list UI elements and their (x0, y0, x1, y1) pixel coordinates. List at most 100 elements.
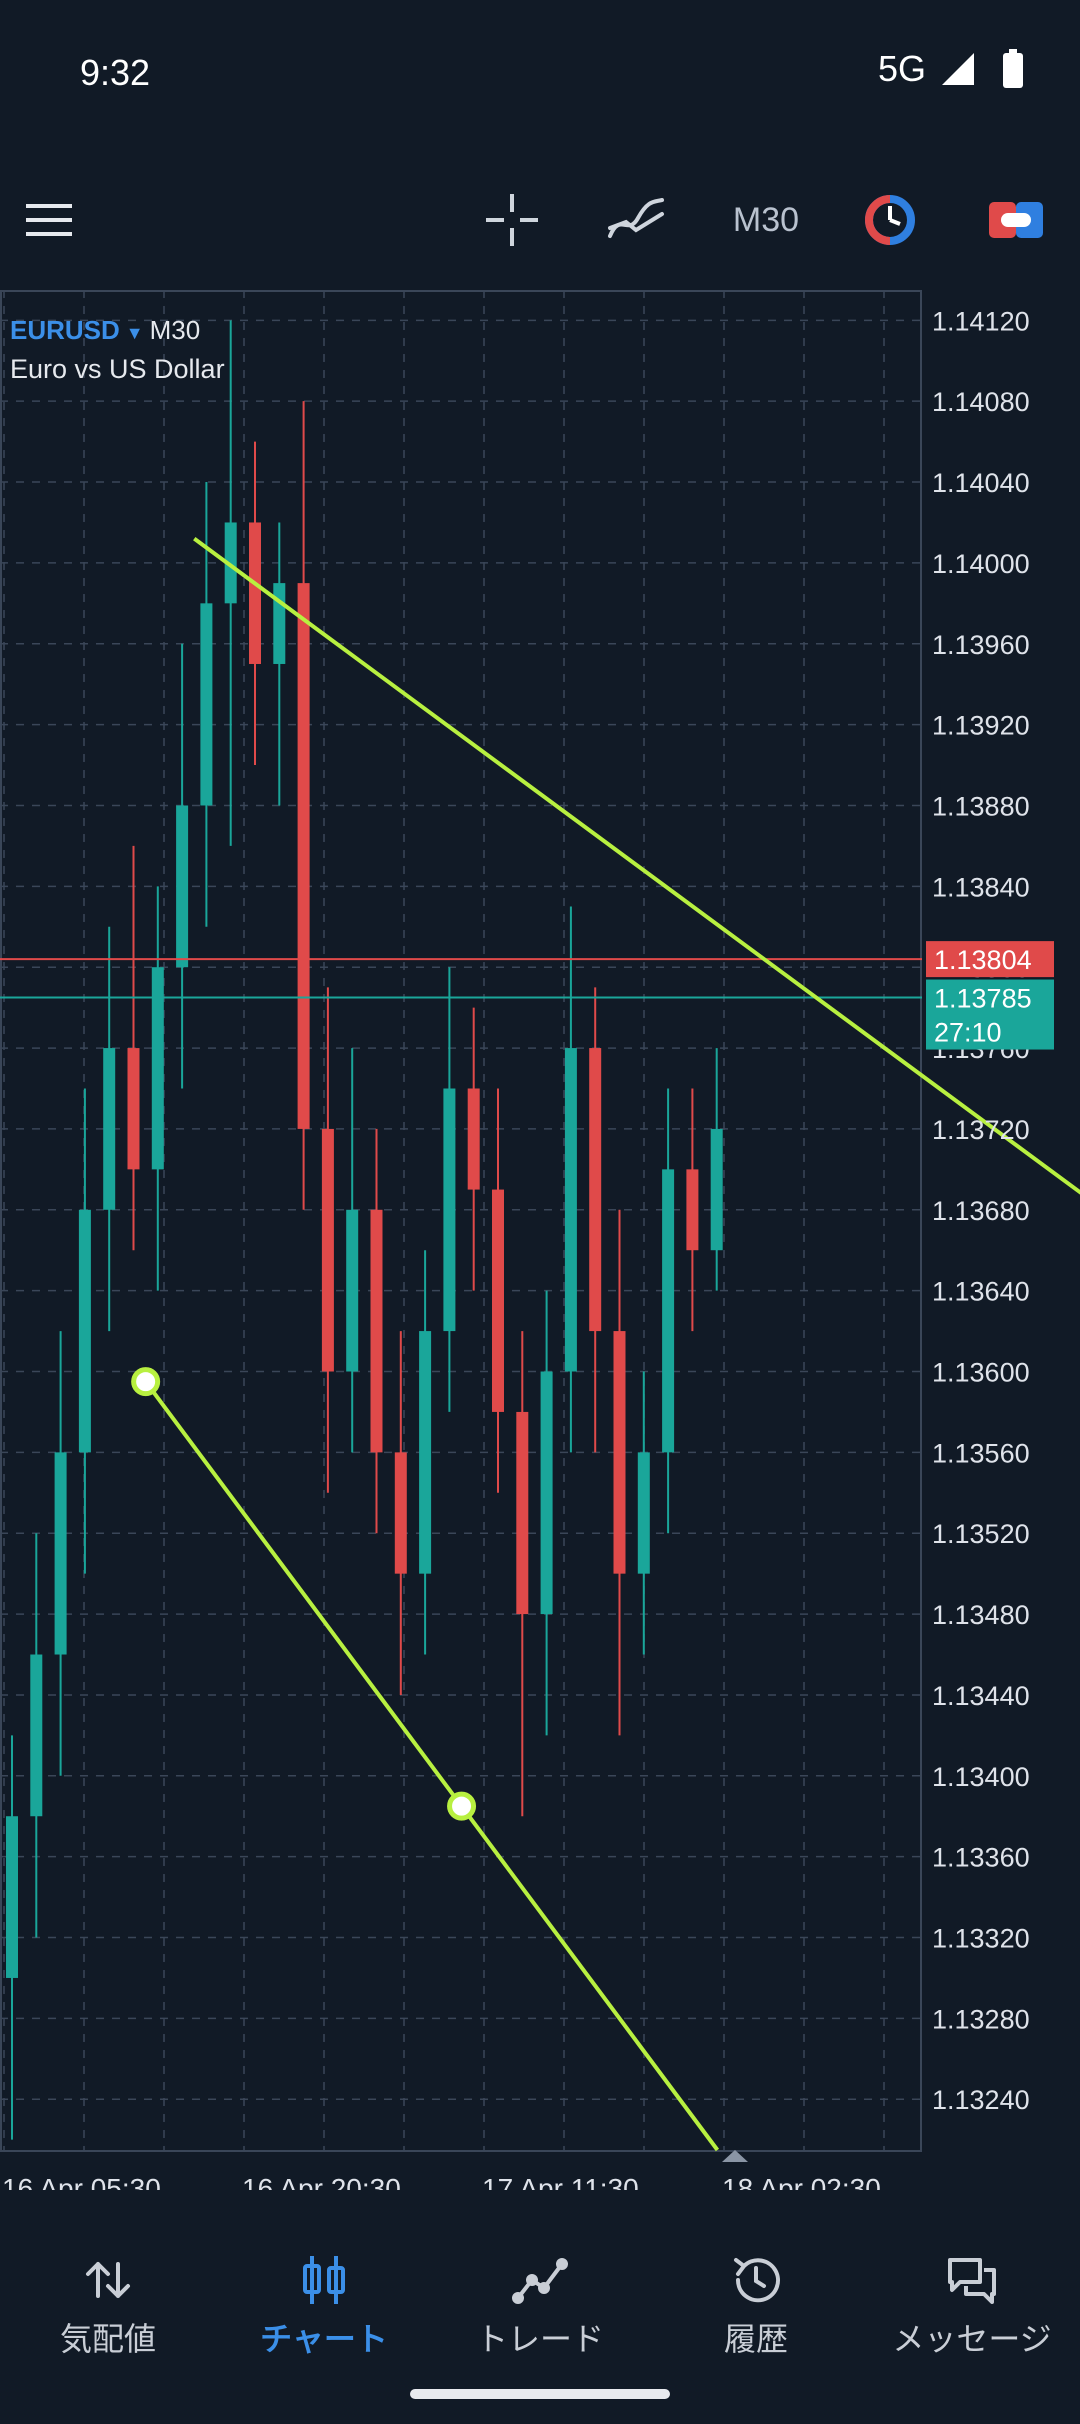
trendline-anchor-handle[interactable] (447, 1791, 477, 1821)
chart-canvas[interactable]: 1.14120 1.14080 1.14040 1.14000 1.13960 1.139… (0, 290, 1080, 2204)
price-axis-label: 1.13720 (932, 1115, 1030, 1145)
candle-body (516, 1411, 529, 1615)
nav-item-history[interactable]: 履歴 (648, 2230, 864, 2370)
history-icon (734, 2258, 780, 2303)
crosshair-icon (486, 194, 538, 246)
candle-body (394, 1452, 407, 1574)
status-icons: 5G (878, 48, 1024, 90)
candle-body (6, 1816, 18, 1978)
trade-icon (989, 202, 1043, 238)
price-axis-label: 1.13360 (932, 1843, 1030, 1873)
signal-icon (942, 53, 974, 85)
status-bar: 9:32 5G (0, 0, 1080, 150)
messages-icon (948, 2258, 996, 2304)
price-axis-label: 1.13240 (932, 2085, 1030, 2115)
indicator-icon (608, 198, 664, 238)
candle-body (176, 805, 189, 968)
time-axis-label: 18 Apr 02:30 (722, 2173, 881, 2190)
menu-icon (26, 204, 72, 236)
nav-label: 気配値 (59, 2320, 156, 2358)
candle-body (249, 522, 261, 664)
candle-body (103, 1048, 116, 1210)
nav-label: メッセージ (892, 2320, 1052, 2358)
price-axis-label: 1.13560 (932, 1438, 1030, 1468)
bid-price-tag (926, 979, 1054, 1050)
price-axis-label: 1.13440 (932, 1681, 1030, 1711)
candle-body (200, 603, 213, 806)
crosshair-button[interactable] (484, 190, 540, 250)
price-axis: 1.14120 1.14080 1.14040 1.14000 1.13960 1.139… (926, 306, 1054, 2115)
price-axis-label: 1.13280 (932, 2004, 1030, 2034)
candle-body (589, 1048, 602, 1332)
symbol-dropdown-icon[interactable]: ▼ (125, 323, 144, 343)
nav-item-chart[interactable]: チャート (216, 2230, 432, 2370)
price-axis-label: 1.13840 (932, 872, 1030, 902)
trade-line-icon (512, 2258, 568, 2304)
price-axis-label: 1.14120 (932, 306, 1030, 336)
candles (6, 320, 723, 2140)
price-axis-label: 1.13400 (932, 1762, 1030, 1792)
nav-item-messages[interactable]: メッセージ (864, 2230, 1080, 2370)
candle-body (273, 583, 286, 664)
chart-grid (0, 290, 922, 2152)
bar-countdown-label: 27:10 (934, 1018, 1002, 1048)
plot-border (0, 290, 922, 2152)
menu-button[interactable] (26, 190, 72, 250)
chart-icon (303, 2256, 345, 2304)
price-chart[interactable]: 1.14120 1.14080 1.14040 1.14000 1.13960 1.139… (0, 290, 1080, 2204)
candle-body (370, 1209, 383, 1453)
price-axis-label: 1.13320 (932, 1924, 1030, 1954)
price-lines (0, 958, 922, 999)
symbol-timeframe: M30 (149, 315, 201, 345)
candle-body (297, 583, 310, 1129)
nav-label: チャート (260, 2320, 388, 2358)
candle-body (467, 1088, 480, 1190)
candle-body (540, 1371, 553, 1615)
symbol-name[interactable]: EURUSD (10, 315, 120, 345)
candle-body (443, 1088, 456, 1332)
candle-body (78, 1209, 91, 1453)
nav-label: トレード (475, 2320, 604, 2358)
chart-toolbar: M30 (0, 160, 1080, 280)
trade-button[interactable] (988, 190, 1044, 250)
candle-body (419, 1331, 432, 1574)
price-axis-label: 1.13880 (932, 791, 1030, 821)
candle-body (637, 1452, 650, 1574)
candle-body (151, 967, 164, 1170)
candle-body (127, 1048, 140, 1170)
candle-body (613, 1331, 626, 1574)
nav-item-trade[interactable]: トレード (432, 2230, 648, 2370)
candle-body (710, 1128, 723, 1251)
trendline[interactable] (193, 537, 1080, 1364)
candle-body (30, 1654, 43, 1817)
candle-body (321, 1128, 334, 1372)
clock-icon (865, 195, 915, 245)
battery-icon (1003, 49, 1023, 88)
price-axis-label: 1.13960 (932, 630, 1030, 660)
bottom-nav: 気配値 チャート トレード 履歴 メッセージ (0, 2230, 1080, 2370)
price-axis-label: 1.13680 (932, 1196, 1030, 1226)
candle-body (346, 1209, 359, 1372)
nav-label: 履歴 (723, 2320, 788, 2358)
chart-shift-marker (722, 2150, 748, 2162)
trendlines[interactable] (131, 537, 1080, 2152)
symbol-description: Euro vs US Dollar (10, 354, 225, 384)
candle-body (662, 1169, 675, 1453)
time-axis-label: 17 Apr 11:30 (482, 2173, 639, 2190)
candle-body (54, 1452, 67, 1655)
trendline[interactable] (144, 1380, 720, 2152)
symbol-header[interactable]: EURUSD ▼ M30 Euro vs US Dollar (10, 312, 225, 387)
time-axis: 16 Apr 05:30 16 Apr 20:30 17 Apr 11:30 18 A… (2, 2150, 881, 2204)
candle-body (224, 522, 237, 604)
price-axis-label: 1.14080 (932, 387, 1030, 417)
price-axis-label: 1.14040 (932, 468, 1030, 498)
timeframe-button[interactable]: M30 (732, 200, 800, 239)
ask-price-label: 1.13804 (934, 945, 1032, 975)
price-axis-label: 1.13600 (932, 1358, 1030, 1388)
time-axis-label: 16 Apr 05:30 (2, 2173, 161, 2190)
candle-body (686, 1169, 699, 1251)
indicators-button[interactable] (606, 190, 666, 250)
nav-item-quotes[interactable]: 気配値 (0, 2230, 216, 2370)
one-click-trading-button[interactable] (860, 190, 920, 250)
trendline-anchor-handle[interactable] (131, 1367, 161, 1397)
